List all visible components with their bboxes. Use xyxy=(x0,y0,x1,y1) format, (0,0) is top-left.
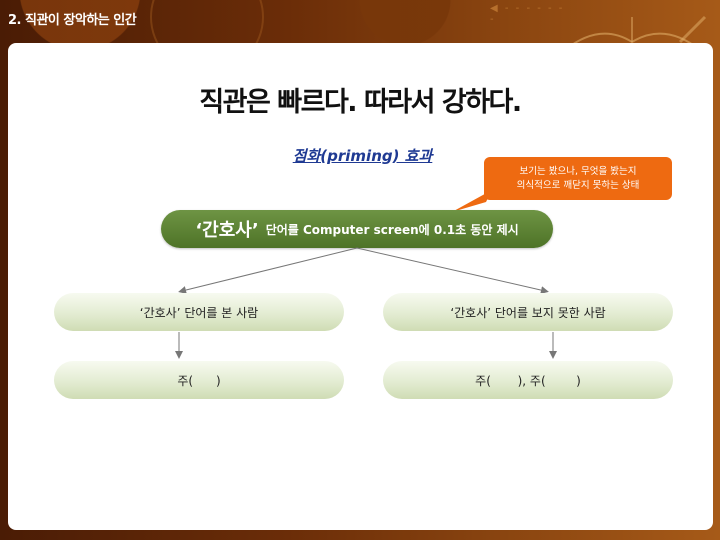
main-condition-quoted-word: ‘간호사’ xyxy=(195,220,259,241)
callout-tail xyxy=(452,190,492,212)
slide-title: 직관은 빠르다. 따라서 강하다. xyxy=(199,87,522,118)
left-branch-label: ‘간호사’ 단어를 본 사람 xyxy=(139,305,259,320)
right-branch-result: 주( ), 주( ) xyxy=(475,373,581,388)
callout-box: 보기는 봤으나, 무엇을 봤는지 의식적으로 깨닫지 못하는 상태 xyxy=(484,157,672,200)
left-branch-result: 주( ) xyxy=(177,373,221,388)
callout-line-1: 보기는 봤으나, 무엇을 봤는지 xyxy=(519,165,637,177)
left-branch-result-box: 주( ) xyxy=(54,361,344,399)
main-condition-box: ‘간호사’ 단어를 Computer screen에 0.1초 동안 제시 xyxy=(161,210,553,248)
decorative-arrow-icon: ◀ - - - - - - - xyxy=(490,3,565,25)
main-condition-text: 단어를 Computer screen에 0.1초 동안 제시 xyxy=(265,222,519,237)
decorative-book-icon xyxy=(564,15,707,51)
callout-line-2: 의식적으로 깨닫지 못하는 상태 xyxy=(516,179,640,191)
right-branch-label-box: ‘간호사’ 단어를 보지 못한 사람 xyxy=(383,293,673,331)
section-title: 2. 직관이 장악하는 인간 xyxy=(8,13,137,28)
right-branch-label: ‘간호사’ 단어를 보지 못한 사람 xyxy=(450,305,606,320)
left-branch-label-box: ‘간호사’ 단어를 본 사람 xyxy=(54,293,344,331)
right-branch-result-box: 주( ), 주( ) xyxy=(383,361,673,399)
slide-subtitle: 점화(priming) 효과 xyxy=(292,147,433,165)
